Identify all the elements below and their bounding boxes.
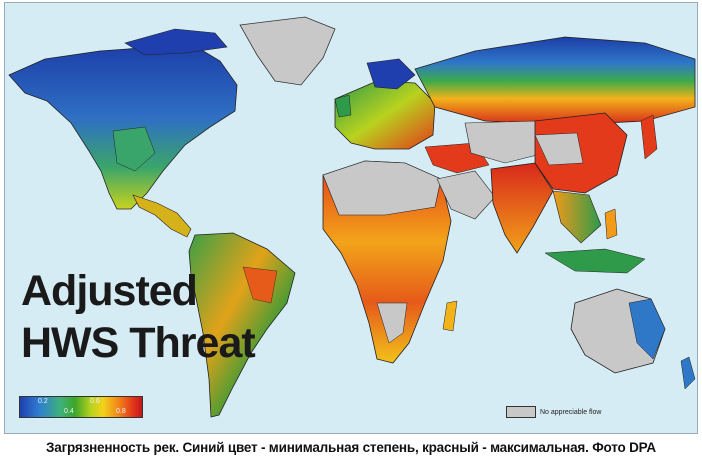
indonesia [544,248,646,274]
map-title: Adjusted HWS Threat [21,265,256,369]
color-legend: 0.2 0.6 0.4 0.8 [19,396,143,418]
photo-caption: Загрязненность рек. Синий цвет - минимал… [46,440,656,455]
no-flow-swatch [506,406,536,418]
map-title-line2: HWS Threat [21,319,256,367]
sahara [322,160,442,216]
new-zealand [680,356,696,390]
southeast-asia [552,190,602,244]
map-title-line1: Adjusted [21,267,198,315]
legend-tick-0-4: 0.4 [64,408,74,415]
map-canvas [5,3,697,433]
no-flow-label: No appreciable flow [540,408,602,416]
uk [334,94,352,118]
world-map: Adjusted HWS Threat 0.2 0.6 0.4 0.8 No a… [4,2,698,434]
philippines [604,208,618,240]
greenland [239,16,336,86]
canada-islands [124,28,228,56]
central-america [132,194,192,238]
usa-west [112,126,156,172]
japan [640,114,658,160]
legend-tick-0-6: 0.6 [90,398,100,405]
southern-africa-gray [376,302,408,344]
arabia [436,170,496,220]
central-asia [464,120,546,164]
legend-tick-0-2: 0.2 [38,398,48,405]
legend-tick-0-8: 0.8 [116,408,126,415]
australia-east-blue [628,298,666,360]
brazil-red [242,266,278,304]
north-asia [414,36,696,126]
scandinavia [366,58,416,90]
tibet [534,132,584,166]
no-flow-legend: No appreciable flow [506,406,601,418]
madagascar [442,300,458,332]
